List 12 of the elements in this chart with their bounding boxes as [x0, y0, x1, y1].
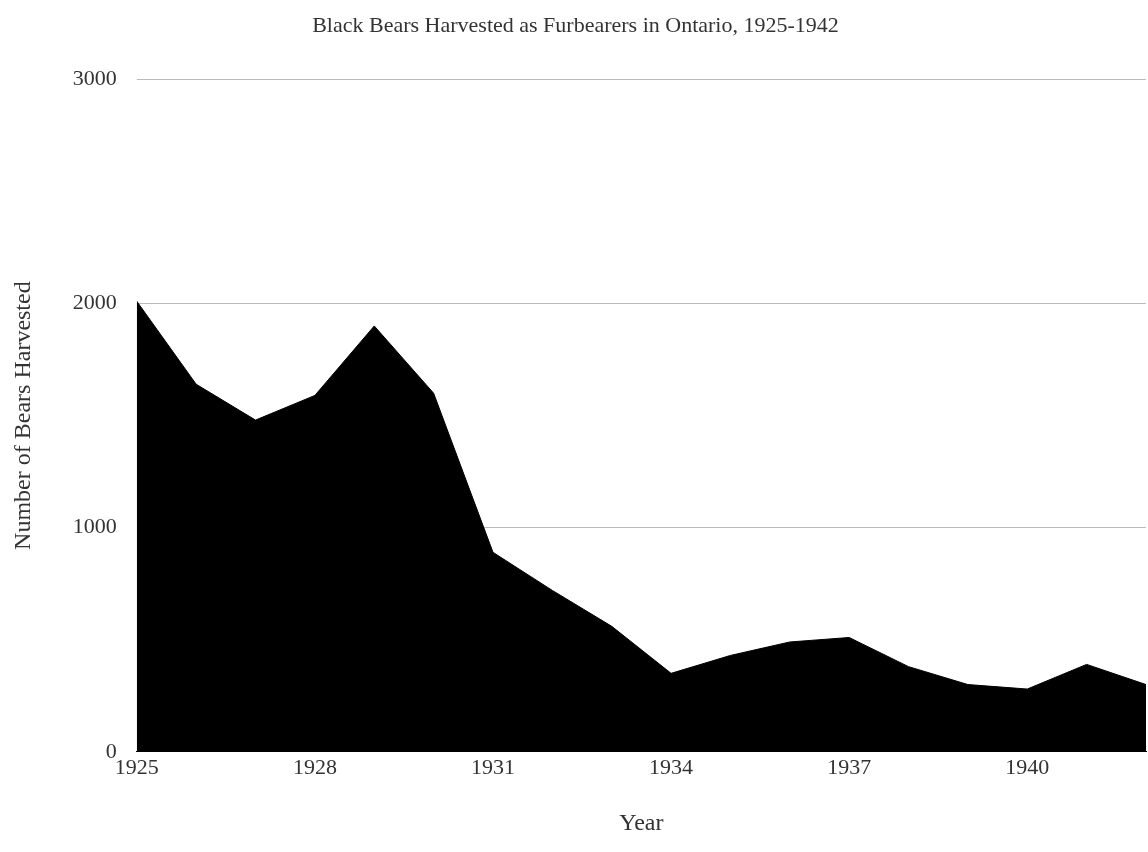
- y-tick-label: 1000: [72, 513, 117, 539]
- y-tick-label: 2000: [72, 289, 117, 315]
- x-tick-label: 1940: [1005, 753, 1050, 779]
- x-tick-label: 1934: [649, 753, 694, 779]
- x-axis-title: Year: [619, 808, 664, 835]
- x-tick-label: 1928: [292, 753, 337, 779]
- x-tick-label: 1931: [470, 753, 515, 779]
- x-tick-label: 1937: [827, 753, 872, 779]
- chart-title: Black Bears Harvested as Furbearers in Ontario, 1925-1942: [312, 11, 839, 37]
- y-tick-label: 3000: [72, 65, 117, 91]
- y-tick-label: 0: [105, 737, 117, 763]
- y-axis-title: Number of Bears Harvested: [8, 281, 35, 550]
